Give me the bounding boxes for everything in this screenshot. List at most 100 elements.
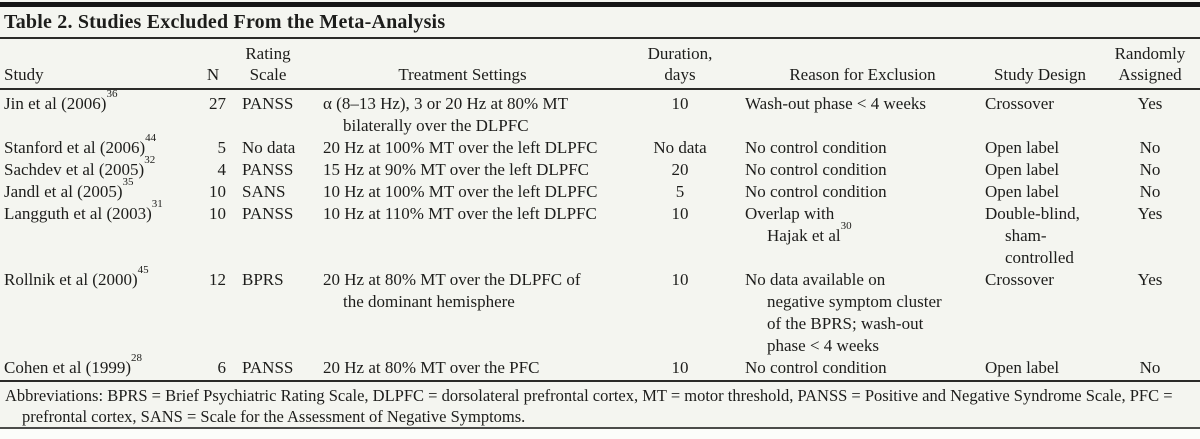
cell-line: bilaterally over the DLPFC: [343, 116, 529, 135]
cell-treat: 10 Hz at 110% MT over the left DLPFC: [310, 203, 615, 269]
cell-n: 4: [217, 160, 227, 179]
cell-design: Open label: [980, 137, 1100, 159]
reference-superscript: 36: [106, 88, 118, 101]
table-row: Jin et al (2006)36 27 PANSS α (8–13 Hz), 3 …: [0, 89, 1200, 137]
column-header-study: Study: [0, 39, 200, 90]
cell-study: Langguth et al (2003)31: [4, 198, 163, 223]
cell-scale: No data: [242, 138, 296, 157]
cell-line: controlled: [1005, 248, 1074, 267]
column-header-line: Study: [4, 65, 44, 84]
cell-study: Rollnik et al (2000)45: [4, 264, 149, 289]
cell-line: Open label: [985, 160, 1060, 179]
reference-superscript: 45: [137, 264, 149, 277]
cell-dur: 10: [671, 358, 689, 377]
table-row: Rollnik et al (2000)45 12 BPRS 20 Hz at 80%…: [0, 264, 1200, 357]
cell-treat: 20 Hz at 100% MT over the left DLPFC: [310, 137, 615, 159]
column-header-line: Randomly: [1114, 44, 1186, 63]
column-header-line: N: [206, 65, 220, 84]
table-row: Langguth et al (2003)31 10 PANSS 10 Hz at 1…: [0, 198, 1200, 269]
cell-line: Open label: [985, 182, 1060, 201]
column-header-reason: Reason for Exclusion: [745, 39, 980, 90]
table-header: Study N Rating Scale Treatment Settings Durat…: [0, 39, 1200, 90]
cell-line: 20 Hz at 80% MT over the PFC: [323, 358, 540, 377]
reference-superscript: 28: [131, 352, 142, 365]
cell-treat: 20 Hz at 80% MT over the PFC: [310, 357, 615, 379]
cell-line: 10 Hz at 110% MT over the left DLPFC: [323, 204, 597, 223]
column-header-line: Assigned: [1118, 65, 1182, 84]
cell-line: Open label: [985, 358, 1060, 377]
cell-dur: 10: [671, 270, 689, 289]
cell-scale: PANSS: [242, 94, 294, 113]
cell-treat: 20 Hz at 80% MT over the DLPFC of the dom…: [310, 269, 615, 357]
cell-design: Open label: [980, 181, 1100, 203]
cell-line: No data available on: [745, 270, 886, 289]
cell-rand: No: [1139, 160, 1161, 179]
cell-line: sham-: [1005, 226, 1047, 245]
cell-reason: No control condition: [745, 181, 980, 203]
cell-study: Cohen et al (1999)28: [4, 352, 142, 377]
cell-n: 6: [217, 358, 227, 377]
cell-treat: 10 Hz at 100% MT over the left DLPFC: [310, 181, 615, 203]
cell-rand: Yes: [1137, 204, 1163, 223]
table-row: Sachdev et al (2005)32 4 PANSS 15 Hz at 90%…: [0, 155, 1200, 181]
cell-dur: 10: [671, 94, 689, 113]
cell-design: Open label: [980, 357, 1100, 379]
cell-dur: No data: [653, 138, 707, 157]
cell-scale: PANSS: [242, 204, 294, 223]
cell-line: Wash-out phase < 4 weeks: [745, 94, 927, 113]
table-row: Jandl et al (2005)35 10 SANS 10 Hz at 100% …: [0, 177, 1200, 203]
table-header-row: Study N Rating Scale Treatment Settings Durat…: [0, 39, 1200, 90]
column-header-line: days: [664, 65, 696, 84]
cell-design: Crossover: [980, 269, 1100, 357]
cell-line: 20 Hz at 100% MT over the left DLPFC: [323, 138, 598, 157]
excluded-studies-table: Study N Rating Scale Treatment Settings Durat…: [0, 39, 1200, 379]
cell-line: 15 Hz at 90% MT over the left DLPFC: [323, 160, 589, 179]
cell-line: No control condition: [745, 358, 887, 377]
table-bottom-rule: [0, 427, 1200, 429]
cell-n: 10: [209, 204, 226, 223]
abbreviations-footnote: Abbreviations: BPRS = Brief Psychiatric …: [5, 386, 1173, 426]
column-header-line: Rating: [245, 44, 291, 63]
cell-line: of the BPRS; wash-out: [767, 314, 924, 333]
cell-dur: 10: [671, 204, 689, 223]
cell-line: No control condition: [745, 138, 887, 157]
cell-scale: PANSS: [242, 358, 294, 377]
cell-treat: 15 Hz at 90% MT over the left DLPFC: [310, 159, 615, 181]
table-top-rule: [0, 2, 1200, 7]
cell-line: the dominant hemisphere: [343, 292, 515, 311]
cell-line: No control condition: [745, 182, 887, 201]
column-header-line: Duration,: [647, 44, 713, 63]
cell-reason: No control condition: [745, 137, 980, 159]
column-header-line: Reason for Exclusion: [789, 65, 936, 84]
cell-line: negative symptom cluster: [767, 292, 942, 311]
cell-scale: PANSS: [242, 160, 294, 179]
cell-rand: Yes: [1137, 270, 1163, 289]
cell-rand: Yes: [1137, 94, 1163, 113]
cell-study: Stanford et al (2006)44: [4, 132, 157, 157]
cell-reason: No control condition: [745, 159, 980, 181]
table-title: Table 2. Studies Excluded From the Meta-…: [4, 11, 446, 33]
column-header-n: N: [200, 39, 226, 90]
cell-line: Crossover: [985, 270, 1054, 289]
cell-design: Double-blind, sham-controlled: [980, 203, 1100, 269]
cell-n: 10: [209, 182, 226, 201]
cell-scale: BPRS: [242, 270, 284, 289]
cell-reason: No data available on negative symptom clu…: [745, 269, 980, 357]
table-row: Cohen et al (1999)28 6 PANSS 20 Hz at 80% M…: [0, 352, 1200, 379]
cell-reason: Wash-out phase < 4 weeks: [745, 89, 980, 137]
column-header-line: Scale: [249, 65, 287, 84]
title-divider-rule: [0, 37, 1200, 39]
cell-reason: Overlap with Hajak et al30: [745, 203, 980, 269]
cell-line: No control condition: [745, 160, 887, 179]
reference-superscript: 31: [151, 198, 163, 211]
column-header-line: Study Design: [993, 65, 1087, 84]
cell-line: phase < 4 weeks: [767, 336, 880, 355]
cell-design: Open label: [980, 159, 1100, 181]
cell-line: Crossover: [985, 94, 1054, 113]
cell-treat: α (8–13 Hz), 3 or 20 Hz at 80% MT bilater…: [310, 89, 615, 137]
cell-n: 27: [209, 94, 226, 113]
cell-study: Jin et al (2006)36: [4, 88, 118, 113]
cell-reason: No control condition: [745, 357, 980, 379]
cell-line: 20 Hz at 80% MT over the DLPFC of: [323, 270, 581, 289]
cell-scale: SANS: [242, 182, 286, 201]
